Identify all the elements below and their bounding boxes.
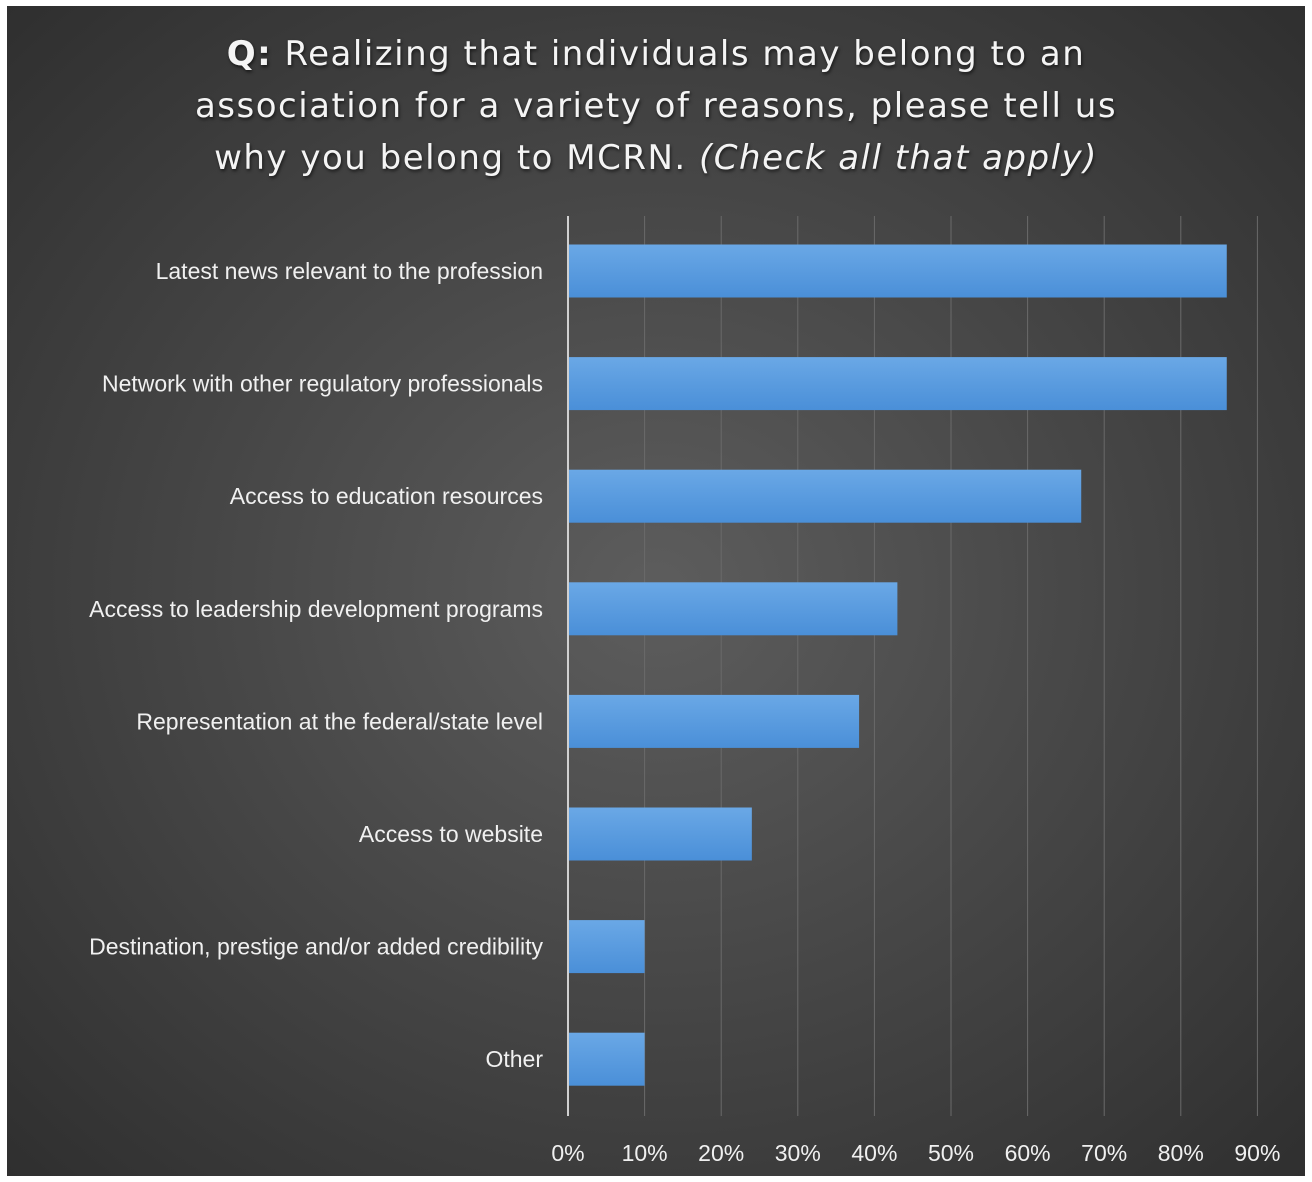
title-prefix: Q: <box>226 34 273 74</box>
x-tick-label: 20% <box>698 1140 744 1166</box>
x-tick-label: 50% <box>928 1140 974 1166</box>
category-labels: Latest news relevant to the profession Ne… <box>89 258 543 1072</box>
bar <box>568 244 1227 298</box>
category-label: Access to website <box>359 821 543 847</box>
x-tick-label: 40% <box>851 1140 897 1166</box>
bar-chart: Latest news relevant to the profession Ne… <box>89 216 1280 1166</box>
title-instruction: (Check all that apply) <box>699 138 1098 178</box>
x-tick-label: 0% <box>551 1140 584 1166</box>
category-label: Representation at the federal/state leve… <box>136 708 543 734</box>
title-line-3: why you belong to MCRN. (Check all that … <box>7 132 1305 184</box>
title-line-1: Q: Realizing that individuals may belong… <box>7 28 1305 80</box>
title-line-1-text: Realizing that individuals may belong to… <box>284 34 1086 74</box>
chart-frame: Q: Realizing that individuals may belong… <box>7 6 1305 1176</box>
category-label: Access to education resources <box>230 483 543 509</box>
category-label: Other <box>485 1046 543 1072</box>
bar <box>568 357 1227 411</box>
x-tick-label: 90% <box>1234 1140 1280 1166</box>
gridlines <box>644 216 1258 1116</box>
x-axis-ticks: 0% 10% 20% 30% 40% 50% 60% 70% 80% 90% <box>551 1140 1280 1166</box>
category-label: Access to leadership development program… <box>89 596 543 622</box>
bar <box>568 694 860 748</box>
category-label: Destination, prestige and/or added credi… <box>89 934 543 960</box>
x-tick-label: 10% <box>622 1140 668 1166</box>
category-label: Latest news relevant to the profession <box>156 258 543 284</box>
bar <box>568 582 898 636</box>
x-tick-label: 30% <box>775 1140 821 1166</box>
x-tick-label: 70% <box>1081 1140 1127 1166</box>
title-line-2: association for a variety of reasons, pl… <box>194 86 1118 126</box>
bar <box>568 920 645 974</box>
x-tick-label: 80% <box>1158 1140 1204 1166</box>
bars <box>568 244 1227 1086</box>
chart-title: Q: Realizing that individuals may belong… <box>7 28 1305 184</box>
bar <box>568 1032 645 1086</box>
x-tick-label: 60% <box>1005 1140 1051 1166</box>
category-label: Network with other regulatory profession… <box>102 371 543 397</box>
title-line-3-text: why you belong to MCRN. <box>214 138 687 178</box>
bar <box>568 469 1082 523</box>
bar <box>568 807 752 861</box>
